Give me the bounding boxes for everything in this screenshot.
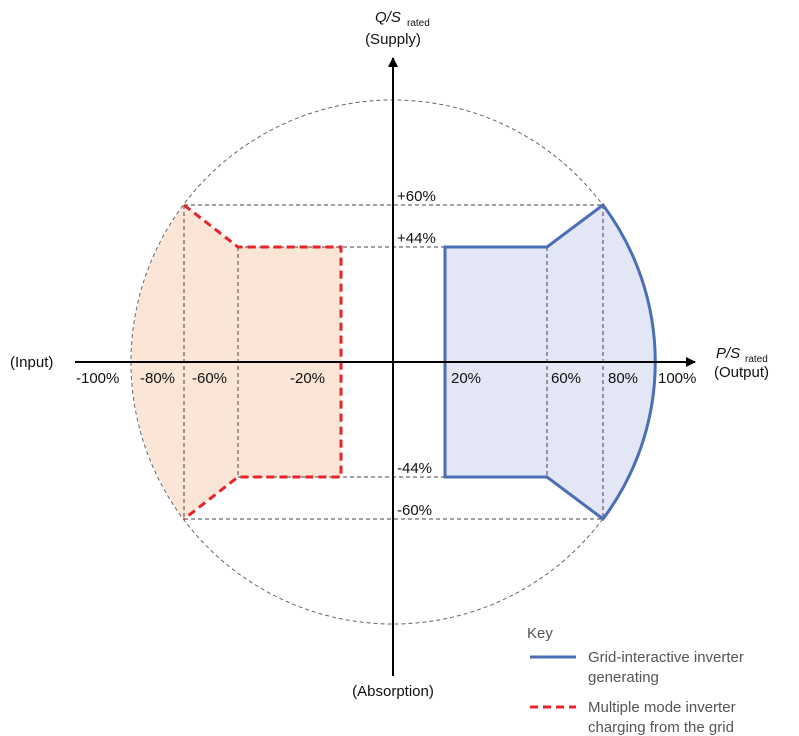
y-tick-label: -44% xyxy=(397,460,432,477)
y-axis-subscript: rated xyxy=(407,18,430,29)
x-tick-label: 20% xyxy=(451,370,481,387)
key-label: Multiple mode inverter xyxy=(588,699,736,716)
x-tick-label: 80% xyxy=(608,370,638,387)
key-label: Grid-interactive inverter xyxy=(588,649,744,666)
x-tick-label: -60% xyxy=(192,370,227,387)
y-axis-symbol: Q/S xyxy=(375,9,401,26)
x-axis-left-label: (Input) xyxy=(10,354,53,371)
y-tick-label: +60% xyxy=(397,188,436,205)
y-axis-top-label: (Supply) xyxy=(365,31,421,48)
x-tick-label: -80% xyxy=(140,370,175,387)
x-axis-subscript: rated xyxy=(745,354,768,365)
y-tick-label: +44% xyxy=(397,230,436,247)
x-tick-label: -20% xyxy=(290,370,325,387)
x-tick-label: 100% xyxy=(658,370,696,387)
generating-boundary xyxy=(443,202,657,522)
x-tick-label: 60% xyxy=(551,370,581,387)
key-title: Key xyxy=(527,625,553,642)
y-axis-bottom-label: (Absorption) xyxy=(352,683,434,700)
x-axis-right-label: (Output) xyxy=(714,364,769,381)
x-axis-symbol: P/S xyxy=(716,345,740,362)
key-label: charging from the grid xyxy=(588,719,734,736)
y-tick-label: -60% xyxy=(397,502,432,519)
x-tick-label: -100% xyxy=(76,370,119,387)
key-label: generating xyxy=(588,669,659,686)
